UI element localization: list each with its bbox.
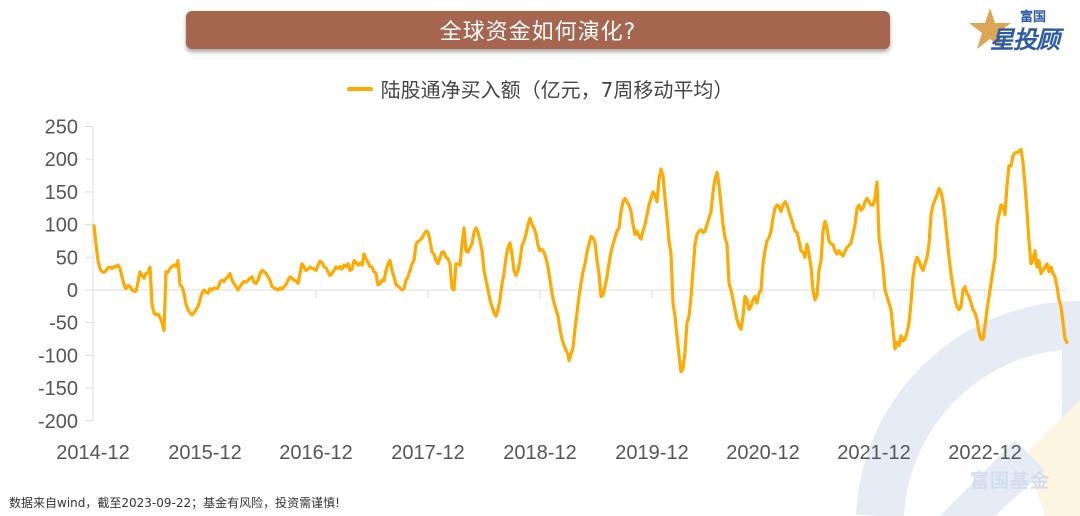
x-tick-label: 2020-12 bbox=[726, 442, 799, 464]
y-tick-label: -50 bbox=[49, 313, 78, 335]
x-tick-label: 2017-12 bbox=[391, 442, 464, 464]
x-axis: 2014-12 2015-12 2016-12 2017-12 2018-12 2019-… bbox=[56, 289, 1067, 464]
chart-legend: 陆股通净买入额（亿元，7周移动平均） bbox=[0, 74, 1080, 103]
y-tick-label: 100 bbox=[45, 215, 78, 237]
brand-top-text: 富国 bbox=[1020, 10, 1047, 25]
y-tick-label: 200 bbox=[45, 149, 78, 171]
data-source-note: 数据来自wind，截至2023-09-22；基金有风险，投资需谨慎! bbox=[9, 496, 340, 510]
brand-main-text: 星投顾 bbox=[990, 26, 1060, 54]
x-tick-label: 2022-12 bbox=[948, 442, 1021, 464]
y-tick-label: 50 bbox=[56, 247, 78, 269]
watermark-text: 富国基金 bbox=[970, 470, 1051, 492]
x-tick-label: 2021-12 bbox=[837, 442, 910, 464]
y-tick-label: 250 bbox=[45, 117, 78, 139]
y-tick-label: 150 bbox=[45, 182, 78, 204]
x-tick-label: 2019-12 bbox=[615, 442, 688, 464]
legend-label: 陆股通净买入额（亿元，7周移动平均） bbox=[380, 78, 734, 102]
y-tick-label: -200 bbox=[38, 411, 78, 433]
y-axis: 250 200 150 100 50 0 -50 -100 -150 -200 bbox=[38, 117, 94, 433]
brand-logo: 富国 星投顾 bbox=[968, 4, 1078, 54]
chart-title-banner: 全球资金如何演化? bbox=[186, 11, 890, 49]
legend-swatch-icon bbox=[346, 86, 373, 91]
chart-title: 全球资金如何演化? bbox=[439, 20, 637, 45]
series-line-northbound-net-buy bbox=[92, 147, 1069, 374]
star-icon bbox=[969, 8, 1011, 49]
y-tick-label: 0 bbox=[67, 280, 78, 302]
x-tick-label: 2018-12 bbox=[503, 442, 576, 464]
y-tick-label: -150 bbox=[38, 378, 78, 400]
y-tick-label: -100 bbox=[38, 345, 78, 367]
x-tick-label: 2014-12 bbox=[56, 442, 129, 464]
x-tick-label: 2015-12 bbox=[168, 442, 241, 464]
x-tick-label: 2016-12 bbox=[279, 442, 352, 464]
